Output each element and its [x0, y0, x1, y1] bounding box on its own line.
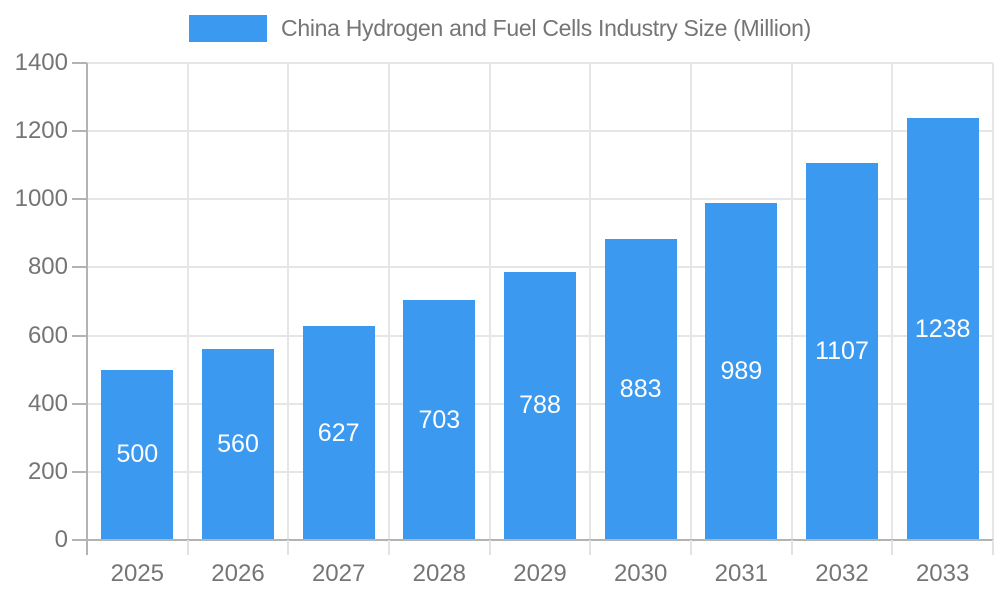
bar-value-label: 500 — [116, 440, 159, 469]
v-gridline — [790, 63, 793, 540]
x-axis-tick — [589, 540, 592, 555]
y-axis-tick — [72, 470, 87, 473]
v-gridline — [488, 63, 491, 540]
bar-value-label: 1238 — [914, 314, 971, 343]
bar-2029[interactable]: 788 — [504, 271, 576, 540]
y-axis-tick — [72, 402, 87, 405]
y-axis-tick — [72, 266, 87, 269]
h-gridline — [87, 62, 993, 64]
y-axis-tick-label: 1400 — [14, 49, 68, 76]
bar-2031[interactable]: 989 — [705, 203, 778, 540]
x-axis-tick-label: 2027 — [311, 560, 366, 587]
x-axis-tick-label: 2032 — [815, 560, 869, 587]
y-axis-tick — [72, 539, 87, 541]
bar-2025[interactable]: 500 — [101, 369, 174, 540]
x-axis-tick — [287, 540, 290, 555]
y-axis-tick-label: 200 — [27, 457, 68, 485]
x-axis-tick-label: 2025 — [110, 560, 165, 587]
x-axis-line — [87, 539, 993, 541]
v-gridline — [589, 63, 592, 540]
y-axis-tick-label: 800 — [27, 253, 68, 281]
bar-2032[interactable]: 1107 — [806, 162, 878, 540]
h-gridline — [87, 198, 993, 201]
bar-value-label: 1107 — [815, 336, 869, 365]
h-gridline — [87, 130, 993, 133]
x-axis-tick-label: 2033 — [915, 560, 970, 587]
v-gridline — [891, 63, 894, 540]
x-axis-tick — [488, 540, 491, 555]
chart-legend[interactable]: China Hydrogen and Fuel Cells Industry S… — [0, 15, 1000, 42]
y-axis-tick-label: 600 — [27, 321, 68, 349]
x-axis-tick — [186, 540, 189, 555]
v-gridline — [287, 63, 290, 540]
x-axis-tick-label: 2026 — [211, 560, 265, 587]
x-axis-tick — [790, 540, 793, 555]
bar-2033[interactable]: 1238 — [906, 118, 979, 540]
y-axis-tick — [72, 198, 87, 201]
y-axis-tick — [72, 62, 87, 64]
x-axis-tick-label: 2031 — [714, 560, 769, 587]
v-gridline — [992, 63, 994, 540]
y-axis-tick-label: 0 — [54, 526, 68, 553]
bar-value-label: 560 — [217, 430, 259, 459]
x-axis-tick-label: 2030 — [613, 560, 668, 587]
x-axis-tick — [891, 540, 894, 555]
y-axis-tick — [72, 334, 87, 337]
x-axis-tick-label: 2029 — [513, 560, 567, 587]
y-axis-tick — [72, 130, 87, 133]
bar-value-label: 627 — [317, 418, 360, 447]
bar-value-label: 703 — [418, 405, 461, 434]
bar-2030[interactable]: 883 — [604, 239, 677, 540]
bar-value-label: 788 — [519, 391, 561, 420]
x-axis-tick — [690, 540, 692, 555]
bar-value-label: 989 — [720, 357, 763, 385]
y-axis-line — [86, 63, 88, 555]
v-gridline — [186, 63, 189, 540]
x-axis-tick-label: 2028 — [412, 560, 467, 587]
y-axis-tick-label: 400 — [27, 389, 68, 417]
x-axis-tick — [388, 540, 390, 555]
v-gridline — [690, 63, 692, 540]
bar-value-label: 883 — [619, 375, 662, 404]
x-axis-tick — [992, 540, 994, 555]
y-axis-tick-label: 1000 — [14, 185, 68, 213]
legend-label: China Hydrogen and Fuel Cells Industry S… — [281, 15, 811, 41]
v-gridline — [388, 63, 390, 540]
bar-2026[interactable]: 560 — [202, 349, 274, 540]
y-axis-tick-label: 1200 — [14, 117, 68, 145]
bar-2027[interactable]: 627 — [302, 326, 375, 540]
bar-2028[interactable]: 703 — [403, 300, 476, 540]
legend-swatch-icon — [189, 15, 268, 42]
h-gridline — [87, 266, 993, 269]
